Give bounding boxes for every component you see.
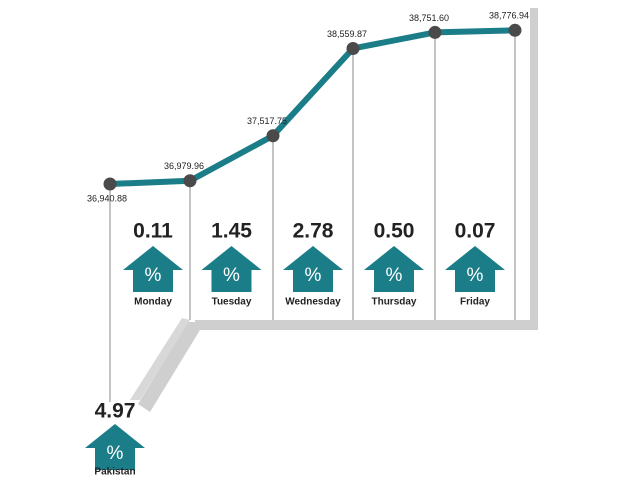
perspective-band (130, 318, 190, 400)
up-arrow (283, 246, 343, 292)
day-label: Monday (134, 297, 172, 308)
percent-change: 0.07 (455, 220, 496, 243)
percent-symbol: % (107, 443, 124, 464)
point (266, 129, 280, 143)
value-label: 36,979.96 (164, 161, 204, 171)
up-arrow (364, 246, 424, 292)
day-label: Tuesday (212, 297, 252, 308)
percent-symbol: % (467, 265, 484, 286)
day-label: Friday (460, 297, 490, 308)
percent-change: 0.11 (133, 220, 173, 243)
up-arrow (85, 424, 145, 470)
value-label: 38,559.87 (327, 29, 367, 39)
point (428, 25, 442, 39)
day-label: Thursday (371, 297, 416, 308)
percent-symbol: % (386, 265, 403, 286)
up-arrow (123, 246, 183, 292)
point (508, 23, 522, 37)
index-line (109, 27, 516, 188)
point (103, 177, 117, 191)
value-label: 38,776.94 (489, 11, 529, 21)
percent-change: 4.97 (95, 400, 136, 423)
day-label: Wednesday (285, 297, 341, 308)
value-label: 36,940.88 (87, 193, 127, 203)
up-arrow (445, 246, 505, 292)
percent-change: 0.50 (374, 220, 415, 243)
up-arrow (201, 246, 262, 292)
value-label: 38,751.60 (409, 13, 449, 23)
value-label: 37,517.75 (247, 116, 287, 126)
percent-symbol: % (223, 265, 240, 286)
percent-symbol: % (305, 265, 322, 286)
point (183, 174, 197, 188)
panel (190, 0, 530, 320)
percent-symbol: % (145, 265, 162, 286)
market-label: Pakistan (94, 467, 135, 478)
percent-change: 1.45 (211, 220, 252, 243)
point (346, 41, 360, 55)
percent-change: 2.78 (293, 220, 334, 243)
